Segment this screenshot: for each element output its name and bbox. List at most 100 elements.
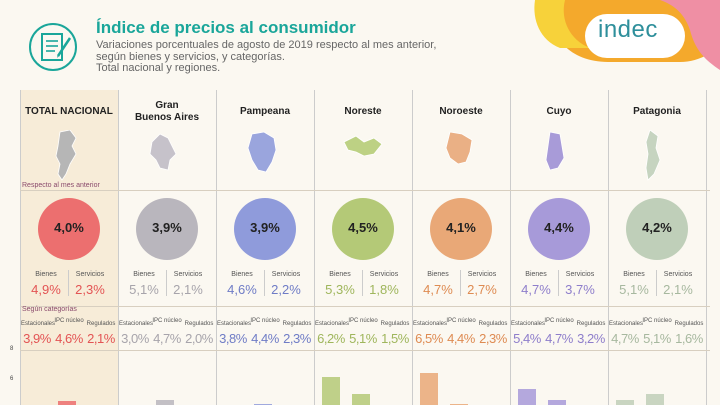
bienes-label: Bienes [427, 271, 449, 278]
region-total-circle [430, 198, 492, 260]
subtitle-line: Total nacional y regiones. [96, 62, 221, 74]
estacionales-value: 3,9% [23, 331, 51, 346]
region-name-line: Patagonia [633, 106, 681, 117]
region-name-line: Gran [155, 100, 179, 111]
header: Índice de precios al consumidor Variacio… [0, 0, 720, 88]
subtitle-line: Variaciones porcentuales de agosto de 20… [96, 39, 437, 51]
region-name: TOTAL NACIONAL [20, 106, 118, 118]
category-bar [518, 389, 536, 405]
estacionales-label: Estacionales [511, 321, 546, 327]
document-edit-icon [29, 23, 77, 71]
ipc-nucleo-label: IPC núcleo [54, 318, 84, 324]
ipc-nucleo-value: 4,4% [447, 331, 475, 346]
regulados-label: Regulados [184, 321, 214, 327]
subtitle-line: según bienes y servicios, y categorías. [96, 50, 285, 63]
servicios-label: Servicios [467, 271, 497, 278]
column-divider [706, 90, 707, 405]
regulados-value: 1,6% [675, 331, 703, 346]
region-total-value: 3,9% [152, 220, 182, 235]
region-map-icon [343, 135, 383, 157]
estacionales-label: Estacionales [21, 321, 56, 327]
ipc-nucleo-value: 4,6% [55, 331, 83, 346]
estacionales-value: 6,5% [415, 331, 443, 346]
region-name-line: Pampeana [239, 106, 291, 117]
axis-tick-label: 8 [10, 346, 14, 352]
bienes-servicios-divider [558, 270, 559, 296]
servicios-value: 1,8% [369, 282, 399, 297]
region-map-icon [645, 130, 661, 181]
region-total-value: 4,0% [54, 220, 84, 235]
region-total-value: 3,9% [250, 220, 280, 235]
section-divider [20, 350, 710, 351]
servicios-label: Servicios [173, 271, 203, 278]
ipc-nucleo-label: IPC núcleo [642, 318, 672, 324]
bienes-value: 4,7% [521, 282, 551, 297]
bienes-value: 4,6% [227, 282, 257, 297]
region-name-line: TOTAL NACIONAL [25, 106, 113, 117]
servicios-value: 2,2% [271, 282, 301, 297]
servicios-label: Servicios [369, 271, 399, 278]
regulados-label: Regulados [380, 321, 410, 327]
category-bar [616, 399, 634, 405]
estacionales-value: 3,0% [121, 331, 149, 346]
ipc-nucleo-label: IPC núcleo [152, 318, 182, 324]
category-bar [646, 393, 664, 405]
servicios-label: Servicios [271, 271, 301, 278]
column-divider [118, 90, 119, 405]
category-bar [156, 399, 174, 405]
estacionales-value: 6,2% [317, 331, 345, 346]
region-total-circle [626, 198, 688, 260]
column-divider [608, 90, 609, 405]
bienes-label: Bienes [133, 271, 155, 278]
bienes-servicios-divider [362, 270, 363, 296]
ipc-nucleo-label: IPC núcleo [446, 318, 476, 324]
regulados-value: 3,2% [577, 331, 605, 346]
logo-badge [585, 14, 685, 58]
region-name: Noreste [314, 106, 412, 118]
region-name-line: Cuyo [546, 106, 572, 117]
region-total-circle [528, 198, 590, 260]
bienes-value: 4,9% [31, 282, 61, 297]
section-divider [20, 190, 710, 191]
region-total-value: 4,1% [446, 220, 476, 235]
ipc-nucleo-value: 4,4% [251, 331, 279, 346]
regulados-value: 2,3% [479, 331, 507, 346]
regulados-label: Regulados [478, 321, 508, 327]
regulados-label: Regulados [282, 321, 312, 327]
servicios-value: 3,7% [565, 282, 595, 297]
column-divider [314, 90, 315, 405]
bienes-label: Bienes [35, 271, 57, 278]
servicios-value: 2,1% [173, 282, 203, 297]
column-divider [510, 90, 511, 405]
servicios-value: 2,7% [467, 282, 497, 297]
estacionales-label: Estacionales [413, 321, 448, 327]
regulados-label: Regulados [86, 321, 116, 327]
region-name: Noroeste [412, 106, 510, 118]
servicios-value: 2,3% [75, 282, 105, 297]
ipc-nucleo-value: 4,7% [153, 331, 181, 346]
region-total-circle [136, 198, 198, 260]
bienes-label: Bienes [623, 271, 645, 278]
bienes-value: 5,1% [129, 282, 159, 297]
indec-logo: indec [598, 16, 658, 43]
region-name: Patagonia [608, 106, 706, 118]
bienes-servicios-divider [68, 270, 69, 296]
region-map-icon [149, 133, 177, 171]
regulados-value: 2,1% [87, 331, 115, 346]
bienes-label: Bienes [329, 271, 351, 278]
region-map-icon [247, 131, 277, 173]
section-label-categorias: Según categorías [22, 306, 77, 313]
axis-tick-label: 6 [10, 376, 14, 382]
column-divider [216, 90, 217, 405]
regulados-value: 2,3% [283, 331, 311, 346]
category-bar [420, 372, 438, 405]
servicios-label: Servicios [663, 271, 693, 278]
ipc-nucleo-label: IPC núcleo [544, 318, 574, 324]
region-name: Gran Buenos Aires [118, 100, 216, 124]
bienes-label: Bienes [231, 271, 253, 278]
estacionales-label: Estacionales [217, 321, 252, 327]
region-total-value: 4,5% [348, 220, 378, 235]
estacionales-label: Estacionales [609, 321, 644, 327]
category-bar [352, 393, 370, 405]
category-bar [548, 399, 566, 405]
